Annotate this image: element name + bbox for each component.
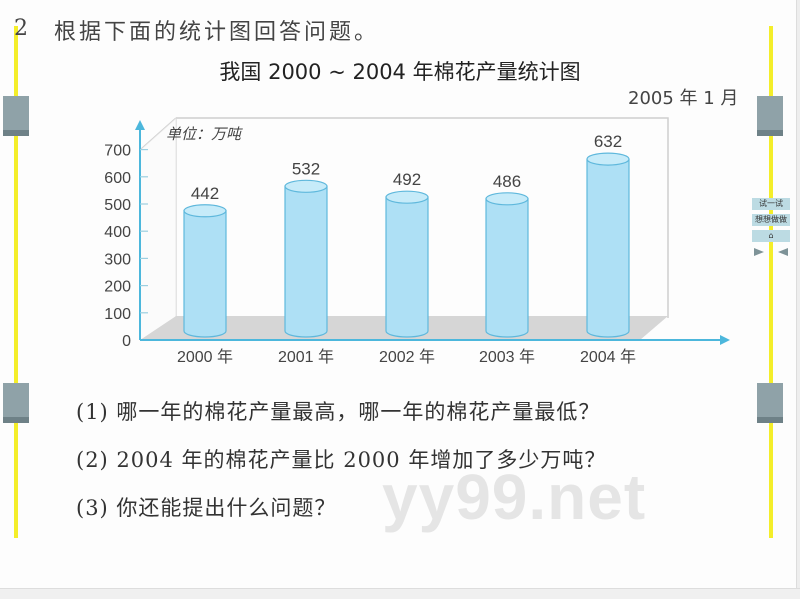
try-it-button[interactable]: 试一试 [752,198,790,210]
x-tick-label: 2003 年 [479,348,535,366]
y-tick-label: 100 [104,306,131,323]
question-item-1: (1) 哪一年的棉花产量最高，哪一年的棉花产量最低？ [76,400,601,424]
y-tick-label: 0 [122,333,131,350]
side-panel: 试一试 想想做做 ⌂ [752,198,792,258]
chart-date: 2005 年 1 月 [628,88,739,109]
unit-label: 单位：万吨 [166,125,243,143]
x-axis-arrow-icon [720,335,730,345]
page-nav [752,246,790,258]
bar-2001 年: 532 [284,159,328,338]
y-tick-label: 700 [104,143,131,160]
question-item-3: (3) 你还能提出什么问题？ [76,496,337,520]
play-left-icon [778,248,788,256]
home-button[interactable]: ⌂ [752,230,790,242]
binder-rail-left-bottom [14,423,18,538]
binder-clip-left-top [3,96,29,136]
bar-value-label: 442 [191,184,219,203]
y-tick-label: 600 [104,170,131,187]
y-tick-label: 200 [104,279,131,296]
think-and-do-button[interactable]: 想想做做 [752,214,790,226]
bar-chart: 0 100 200 300 400 500 600 700 单位：万吨 442 2000 年 53… [104,117,730,366]
binder-rail-left-mid [14,136,18,384]
chart-floor-left-wall [140,118,176,340]
chart-back-panel [176,117,669,318]
window-edge-bottom [0,588,800,599]
bar-2000 年: 442 [183,184,227,338]
y-axis-arrow-icon [135,120,145,130]
x-tick-label: 2001 年 [278,348,334,366]
chart-title: 我国 2000 ~ 2004 年棉花产量统计图 [219,60,581,84]
bar-2004 年: 632 [586,132,630,338]
bars: 442 2000 年 532 2001 年 492 2002 年 486 2003 年 632 2… [177,132,636,366]
binder-rail-right-top [769,26,773,96]
binder-clip-left-bottom [3,383,29,423]
bar-value-label: 492 [393,170,421,189]
y-axis: 0 100 200 300 400 500 600 700 [104,120,148,350]
play-right-icon [754,248,764,256]
x-tick-label: 2000 年 [177,348,233,366]
binder-rail-left-top [14,26,18,96]
binder-clip-right-bottom [757,383,783,423]
question-number: 2 [14,16,28,41]
binder-rail-right-bottom [769,423,773,538]
next-page-button[interactable] [752,246,766,258]
y-tick-label: 300 [104,251,131,268]
bar-value-label: 632 [594,132,622,151]
prev-page-button[interactable] [776,246,790,258]
bar-value-label: 486 [493,172,521,191]
y-tick-label: 400 [104,224,131,241]
window-edge-right [796,0,800,598]
bar-value-label: 532 [292,159,320,178]
question-item-2: (2) 2004 年的棉花产量比 2000 年增加了多少万吨？ [76,448,607,472]
binder-rail-right-mid [769,136,773,384]
x-tick-label: 2004 年 [580,348,636,366]
question-list: (1) 哪一年的棉花产量最高，哪一年的棉花产量最低？ (2) 2004 年的棉花… [76,394,606,538]
binder-clip-right-top [757,96,783,136]
watermark: yy99.net [382,461,647,533]
bar-2002 年: 492 [385,170,429,338]
x-tick-label: 2002 年 [379,348,435,366]
question-prompt: 根据下面的统计图回答问题。 [54,20,380,45]
bar-2003 年: 486 [485,172,529,338]
y-tick-label: 500 [104,197,131,214]
